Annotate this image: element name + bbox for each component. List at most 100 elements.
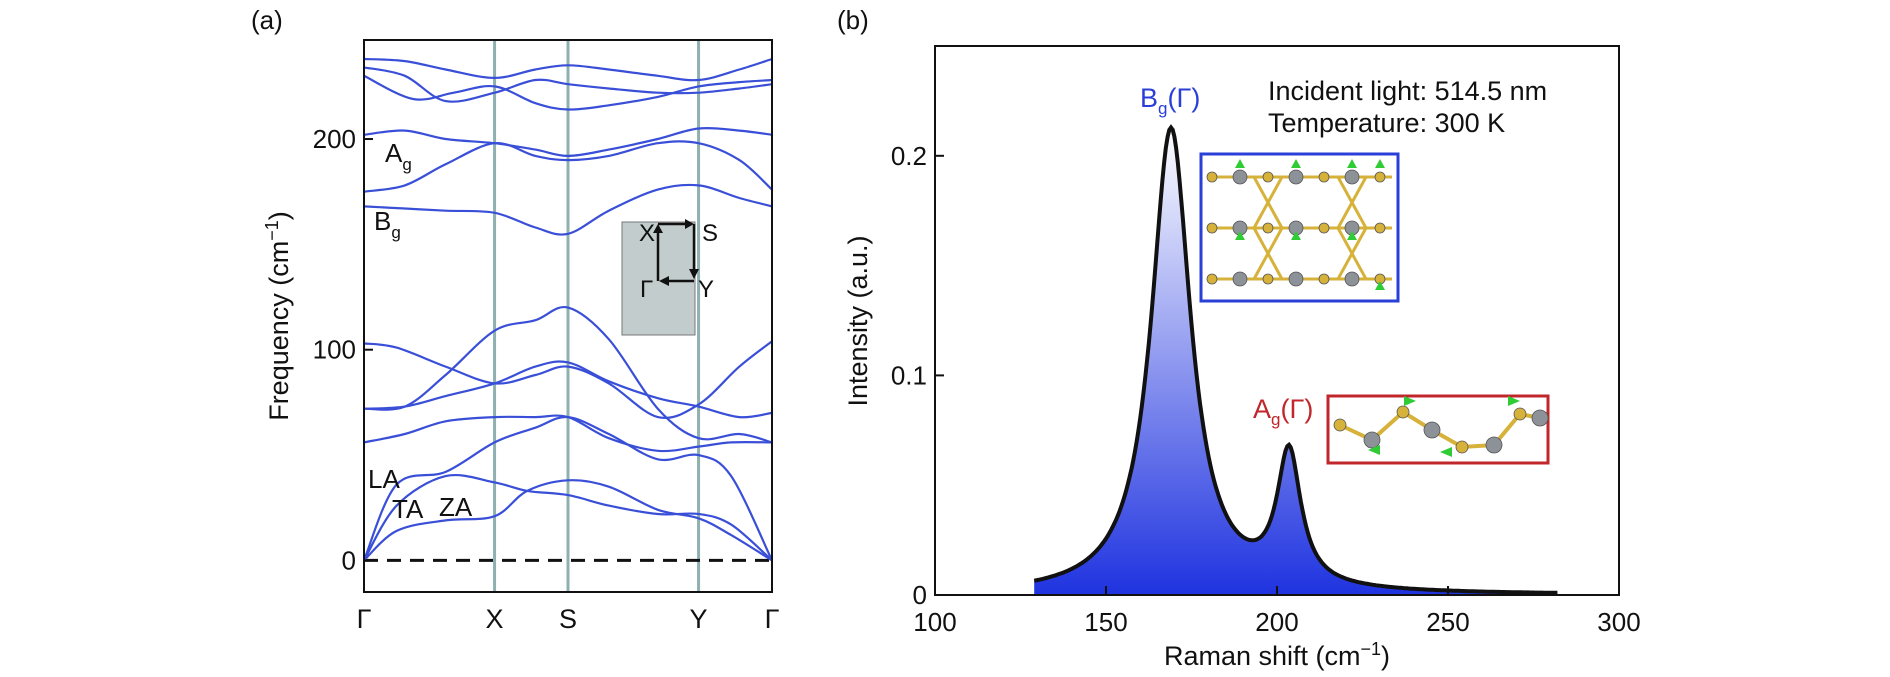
panel-b-y-tick-label: 0: [913, 580, 927, 610]
sulfur-atom: [1455, 440, 1469, 454]
panel-b-y-tick-label: 0.1: [891, 360, 927, 390]
sulfur-atom: [1206, 171, 1218, 183]
displacement-arrow-icon: [1235, 159, 1245, 168]
bg-mode-label: Bg: [374, 206, 401, 242]
panel-b-y-ticks: 0 0.1 0.2: [891, 141, 944, 610]
bz-arrow-down-icon: [689, 269, 699, 279]
metal-atom: [1485, 436, 1503, 454]
metal-atom: [1232, 271, 1248, 287]
sulfur-atom: [1318, 171, 1330, 183]
panel-b-label: (b): [837, 5, 869, 35]
bz-arrow-left-icon: [659, 276, 669, 286]
panel-b-x-tick-label: 100: [913, 607, 956, 637]
panel-a-y-tick-label: 100: [313, 335, 356, 365]
phonon-band-13: [363, 57, 773, 82]
sulfur-atom: [1333, 418, 1347, 432]
raman-spectrum-line: [1033, 124, 1558, 595]
bz-y-label: Y: [698, 276, 714, 303]
panel-b-y-tick-label: 0.2: [891, 141, 927, 171]
panel-b-x-tick-label: 150: [1084, 607, 1127, 637]
brillouin-zone-inset: X S Γ Y: [621, 219, 718, 336]
za-branch-label: ZA: [439, 492, 473, 522]
phonon-band-7: [363, 305, 773, 444]
sulfur-atom: [1206, 273, 1218, 285]
ag-chain-structure-icon: [1333, 396, 1549, 457]
metal-atom: [1288, 271, 1304, 287]
displacement-arrow-icon: [1375, 281, 1385, 290]
metal-atom: [1344, 271, 1360, 287]
phonon-band-1: [363, 479, 773, 562]
ag-peak-label: Ag(Γ): [1253, 394, 1313, 429]
k-point-label: X: [486, 604, 504, 634]
k-point-label: Γ: [765, 604, 780, 634]
sulfur-atom: [1318, 222, 1330, 234]
k-point-vertical-lines: [493, 40, 701, 592]
bz-gamma-label: Γ: [640, 276, 653, 303]
phonon-band-6: [363, 340, 773, 420]
phonon-band-11: [363, 74, 773, 111]
panel-a-y-tick-label: 200: [313, 124, 356, 154]
sulfur-atom: [1374, 171, 1386, 183]
bg-cross-bond: [1336, 176, 1368, 229]
panel-b-x-axis-title: Raman shift (cm−1): [1164, 639, 1390, 671]
bz-arrow-up-icon: [653, 224, 663, 233]
ta-branch-label: TA: [392, 494, 424, 524]
metal-atom: [1288, 169, 1304, 185]
sulfur-atom: [1374, 222, 1386, 234]
metal-atom: [1232, 169, 1248, 185]
k-point-label: Y: [690, 604, 708, 634]
panel-a-y-tick-label: 0: [342, 545, 356, 575]
sulfur-atom: [1262, 222, 1274, 234]
displacement-arrow-icon: [1347, 159, 1357, 168]
displacement-arrow-icon: [1235, 231, 1245, 240]
panel-a-label: (a): [251, 5, 283, 35]
panel-a: (a) 0 100 200 Γ X S Y Γ Frequency (cm−1) Ag Bg…: [251, 5, 780, 634]
metal-atom: [1344, 169, 1360, 185]
displacement-arrow-icon: [1508, 396, 1520, 406]
phonon-band-10: [363, 126, 773, 158]
displacement-arrow-icon: [1347, 231, 1357, 240]
phonon-band-12: [363, 66, 773, 103]
bg-cross-bond: [1252, 176, 1284, 229]
displacement-arrow-icon: [1291, 231, 1301, 240]
panel-b-x-ticks: 100 150 200 250 300: [913, 586, 1641, 637]
k-point-label: Γ: [357, 604, 372, 634]
phonon-band-9: [363, 140, 773, 193]
panel-a-y-axis-title: Frequency (cm−1): [262, 211, 294, 421]
phonon-band-4: [363, 414, 773, 453]
sulfur-atom: [1513, 407, 1527, 421]
displacement-arrow-icon: [1404, 396, 1416, 406]
bz-arrow-right-icon: [685, 219, 694, 229]
incident-light-text: Incident light: 514.5 nm: [1268, 76, 1547, 106]
displacement-arrow-icon: [1375, 159, 1385, 168]
phonon-band-5: [363, 360, 773, 419]
phonon-band-2: [363, 474, 773, 562]
ag-mode-structure-inset: [1326, 394, 1550, 465]
panel-b-y-axis-title: Intensity (a.u.): [843, 235, 873, 406]
bg-mode-structure-inset: [1199, 152, 1400, 303]
temperature-text: Temperature: 300 K: [1268, 108, 1505, 138]
la-branch-label: LA: [368, 464, 400, 494]
metal-atom: [1531, 409, 1549, 427]
sulfur-atom: [1318, 273, 1330, 285]
panel-b-x-tick-label: 200: [1255, 607, 1298, 637]
bg-peak-label: Bg(Γ): [1140, 83, 1200, 118]
sulfur-atom: [1262, 273, 1274, 285]
panel-b-x-tick-label: 250: [1426, 607, 1469, 637]
phonon-band-8: [363, 183, 773, 236]
raman-spectrum-fill: [1034, 127, 1558, 595]
metal-atom: [1363, 431, 1381, 449]
phonon-bands: [362, 57, 773, 562]
bg-crystal-structure-icon: [1206, 159, 1392, 290]
panel-a-y-ticks: 0 100 200: [313, 124, 373, 575]
metal-atom: [1423, 421, 1441, 439]
displacement-arrow-icon: [1368, 445, 1380, 455]
panel-b-x-tick-label: 300: [1597, 607, 1640, 637]
displacement-arrow-icon: [1291, 159, 1301, 168]
bg-cross-bond: [1336, 227, 1368, 280]
displacement-arrow-icon: [1440, 447, 1452, 457]
k-point-label: S: [559, 604, 577, 634]
sulfur-atom: [1262, 171, 1274, 183]
